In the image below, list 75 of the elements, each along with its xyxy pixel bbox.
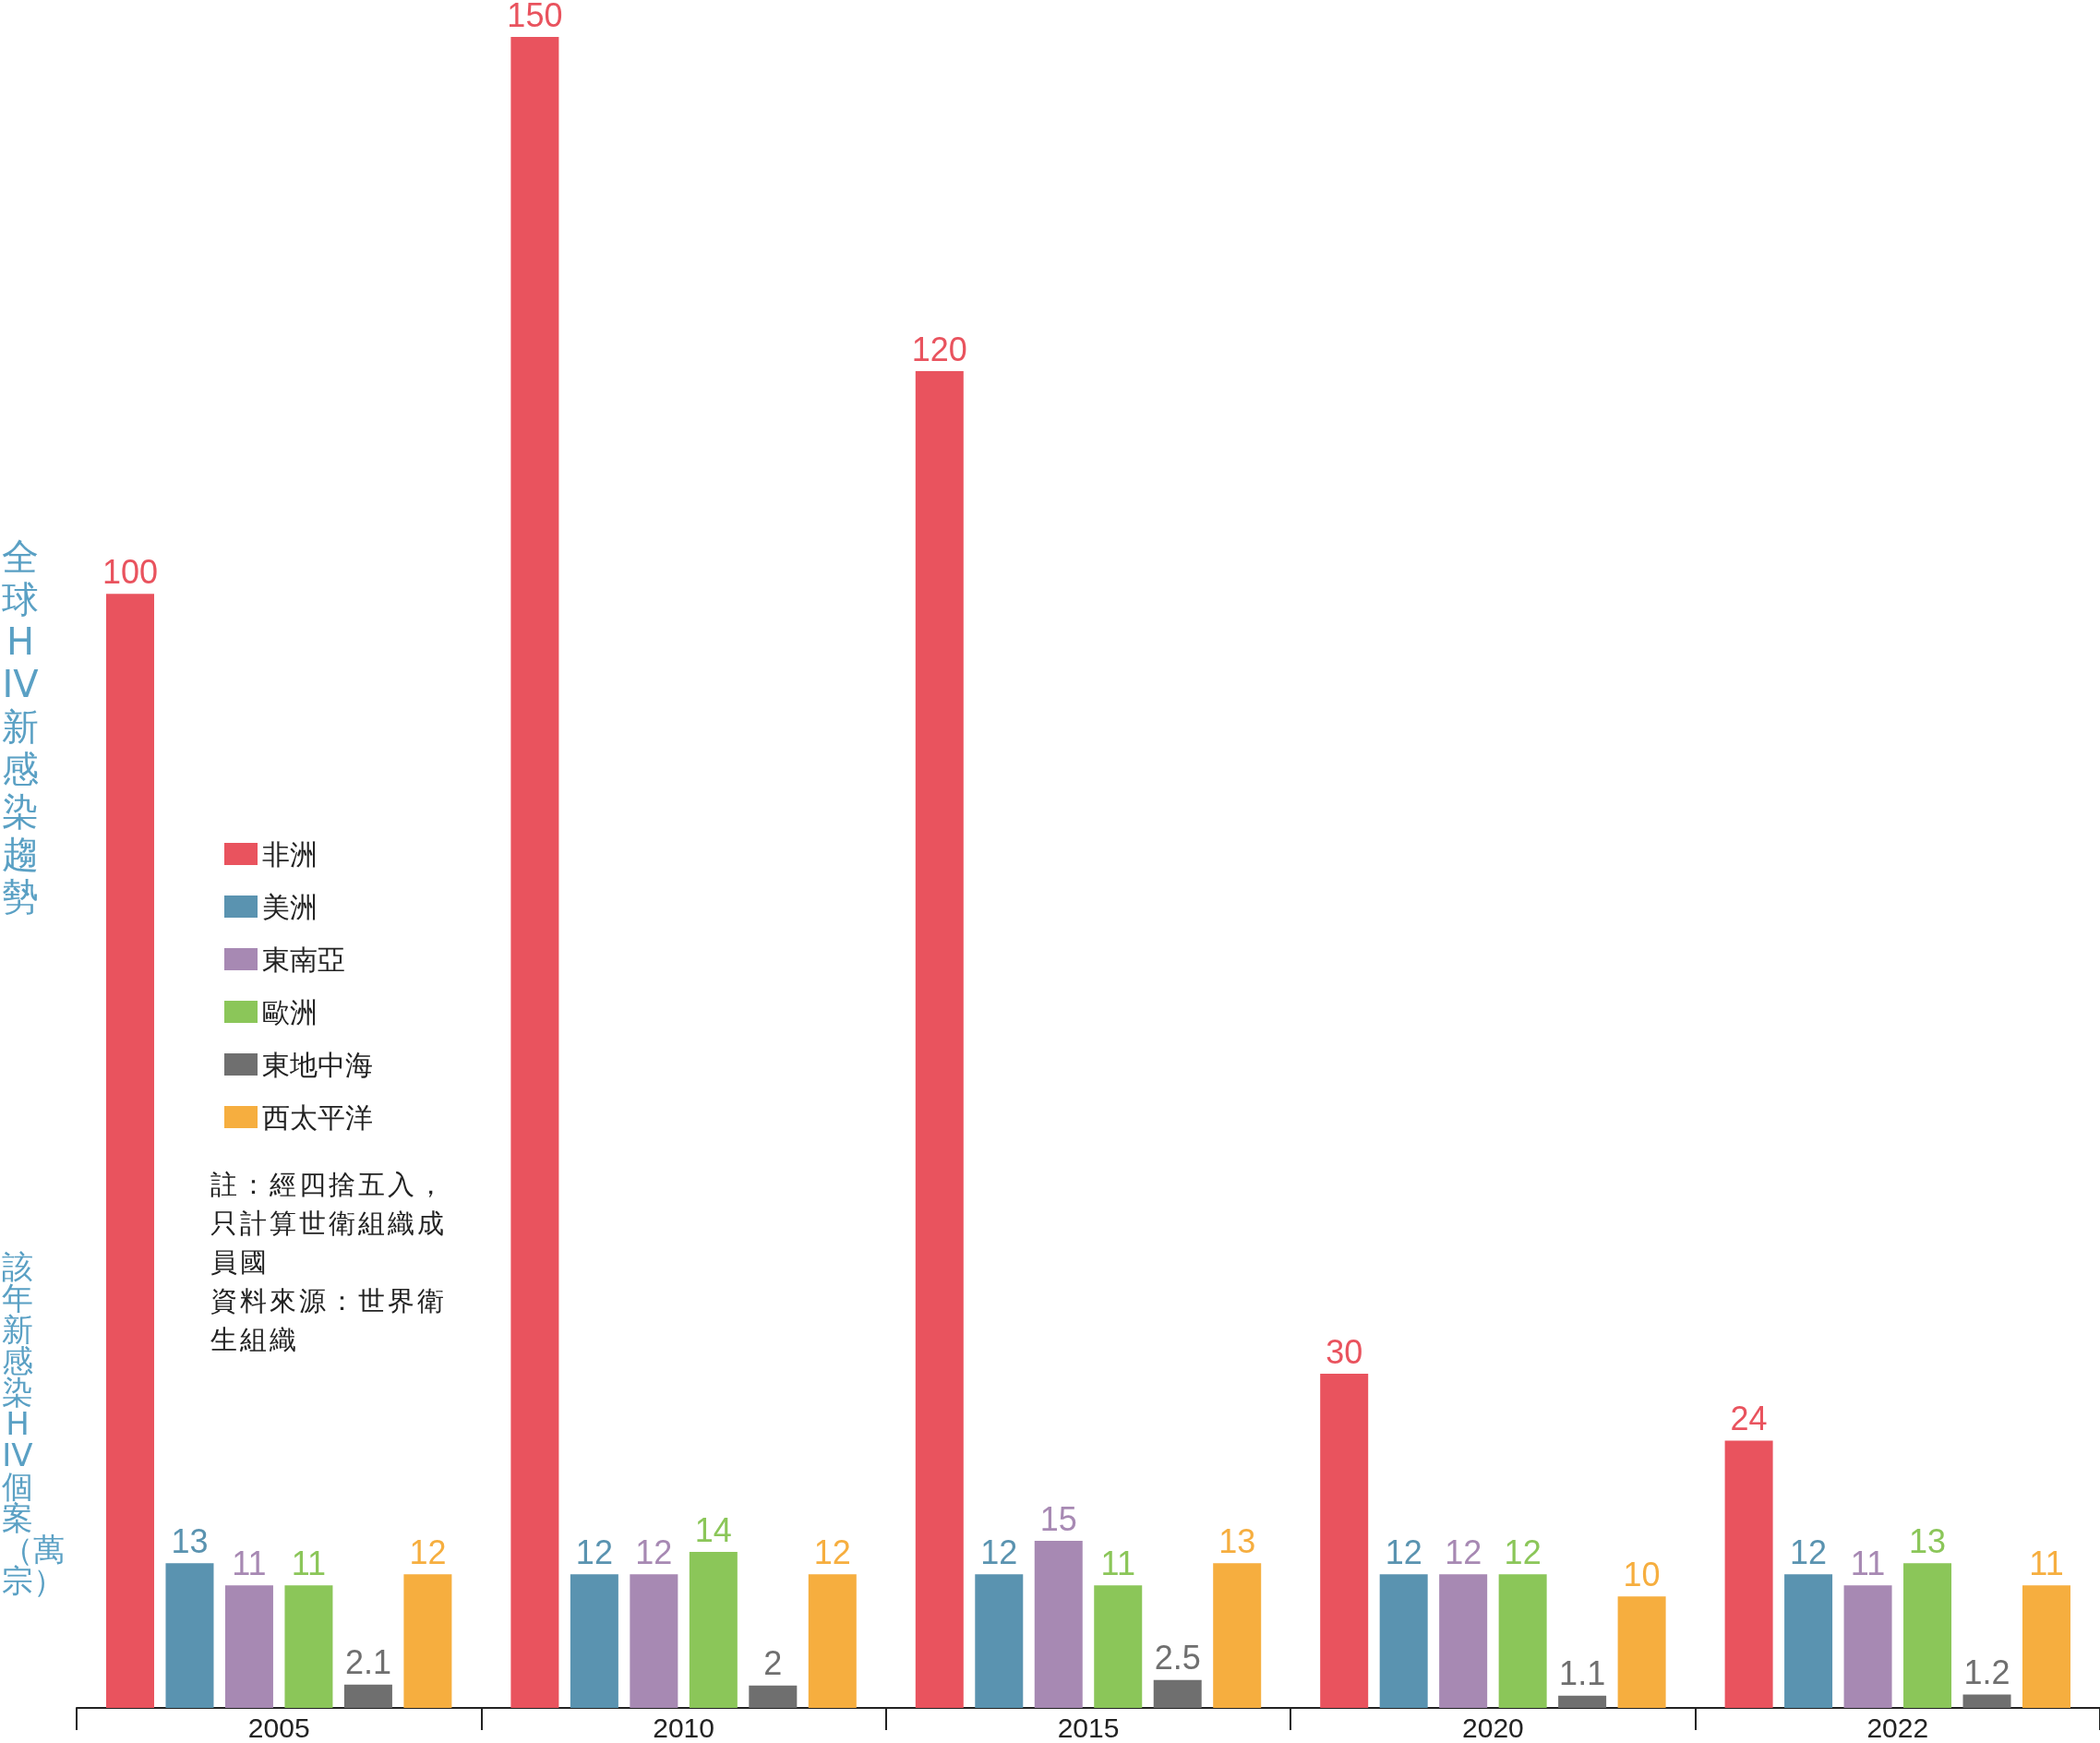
data-label: 13 (1909, 1521, 1947, 1560)
bar (1962, 1694, 2011, 1708)
data-label: 12 (1504, 1533, 1542, 1571)
data-label: 12 (1385, 1533, 1422, 1571)
x-tick-label: 2005 (247, 1712, 310, 1743)
bar (2022, 1585, 2070, 1708)
data-label: 2.5 (1154, 1639, 1201, 1677)
x-tick-label: 2020 (1462, 1712, 1524, 1743)
data-label: 11 (291, 1544, 327, 1582)
data-label: 11 (232, 1544, 267, 1582)
bar (284, 1585, 333, 1708)
data-label: 14 (694, 1510, 732, 1549)
bar (1903, 1563, 1952, 1708)
data-label: 30 (1326, 1332, 1363, 1371)
data-label: 13 (171, 1521, 209, 1560)
bar (1558, 1695, 1607, 1708)
chart-title: 全球 HIV 新感染趨勢 (2, 535, 39, 918)
legend-label: 美洲 (262, 891, 318, 922)
bar (749, 1685, 798, 1708)
annotation: 註：經四捨五入，只計算世衛組織成員國 (210, 1168, 448, 1280)
bar (1617, 1596, 1666, 1708)
bar (165, 1563, 214, 1708)
data-label: 12 (409, 1533, 447, 1571)
x-tick-label: 2010 (653, 1712, 714, 1743)
data-label: 2.1 (344, 1643, 391, 1682)
bar (689, 1552, 738, 1708)
bar (510, 37, 559, 1708)
data-label: 11 (1850, 1544, 1886, 1582)
bar (1320, 1374, 1369, 1708)
bar (915, 371, 964, 1708)
bar (1379, 1574, 1428, 1708)
data-label: 24 (1730, 1399, 1768, 1437)
bar (808, 1574, 857, 1708)
bar (343, 1684, 392, 1708)
legend-label: 歐洲 (262, 996, 318, 1028)
data-label: 12 (575, 1533, 613, 1571)
data-label: 15 (1039, 1499, 1077, 1538)
data-label: 12 (635, 1533, 673, 1571)
data-label: 120 (911, 330, 967, 368)
annotation: 資料來源：世界衛生組織 (210, 1284, 448, 1357)
data-label: 100 (102, 552, 159, 591)
bar (1094, 1585, 1143, 1708)
legend-label: 非洲 (262, 838, 318, 870)
bar (1724, 1440, 1773, 1708)
bar (630, 1574, 678, 1708)
legend-label: 西太平洋 (262, 1101, 373, 1133)
bar (1498, 1574, 1547, 1708)
bar (975, 1574, 1024, 1708)
data-label: 12 (813, 1533, 851, 1571)
data-label: 2 (763, 1644, 783, 1683)
text: 該年新感染 HIV 個案（萬宗） (2, 1248, 65, 1599)
bar (1034, 1541, 1083, 1708)
data-label: 12 (1445, 1533, 1482, 1571)
data-label: 1.1 (1559, 1654, 1606, 1693)
legend-label: 東地中海 (262, 1049, 373, 1080)
x-tick-label: 2015 (1057, 1712, 1120, 1743)
data-label: 12 (1790, 1533, 1828, 1571)
bar (570, 1574, 618, 1708)
data-label: 10 (1623, 1555, 1661, 1593)
data-label: 150 (507, 0, 563, 34)
bar (1213, 1563, 1262, 1708)
data-label: 11 (2029, 1544, 2064, 1582)
legend-label: 東南亞 (262, 944, 345, 975)
bar (224, 1585, 273, 1708)
x-tick-label: 2022 (1866, 1712, 1929, 1743)
bar (106, 594, 154, 1708)
data-label: 1.2 (1963, 1653, 2010, 1692)
data-label: 13 (1218, 1521, 1256, 1560)
data-label: 11 (1100, 1544, 1135, 1582)
bar (1153, 1679, 1202, 1708)
data-label: 12 (980, 1533, 1018, 1571)
bar (403, 1574, 452, 1708)
bar (1784, 1574, 1833, 1708)
bar (1439, 1574, 1488, 1708)
bar (1843, 1585, 1892, 1708)
